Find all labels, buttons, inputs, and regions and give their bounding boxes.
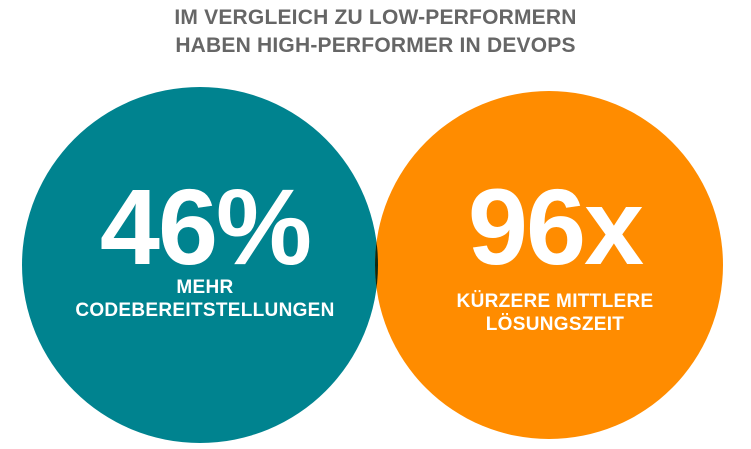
right-circle — [375, 91, 723, 439]
left-caption-line-2: CODEBEREITSTELLUNGEN — [75, 300, 335, 321]
left-caption-line-1: MEHR — [176, 277, 234, 298]
right-caption-line-2: LÖSUNGSZEIT — [485, 314, 625, 335]
right-caption-line-1: KÜRZERE MITTLERE — [456, 291, 654, 312]
left-circle — [22, 87, 378, 443]
title-line-1: IM VERGLEICH ZU LOW-PERFORMERN — [174, 6, 577, 29]
right-stat-value: 96x — [467, 166, 644, 287]
left-stat-caption: MEHR CODEBEREITSTELLUNGEN — [20, 276, 390, 322]
left-stat-value: 46% — [99, 166, 312, 287]
right-stat-caption: KÜRZERE MITTLERE LÖSUNGSZEIT — [375, 290, 735, 336]
title-line-2: HABEN HIGH-PERFORMER IN DEVOPS — [175, 34, 576, 57]
